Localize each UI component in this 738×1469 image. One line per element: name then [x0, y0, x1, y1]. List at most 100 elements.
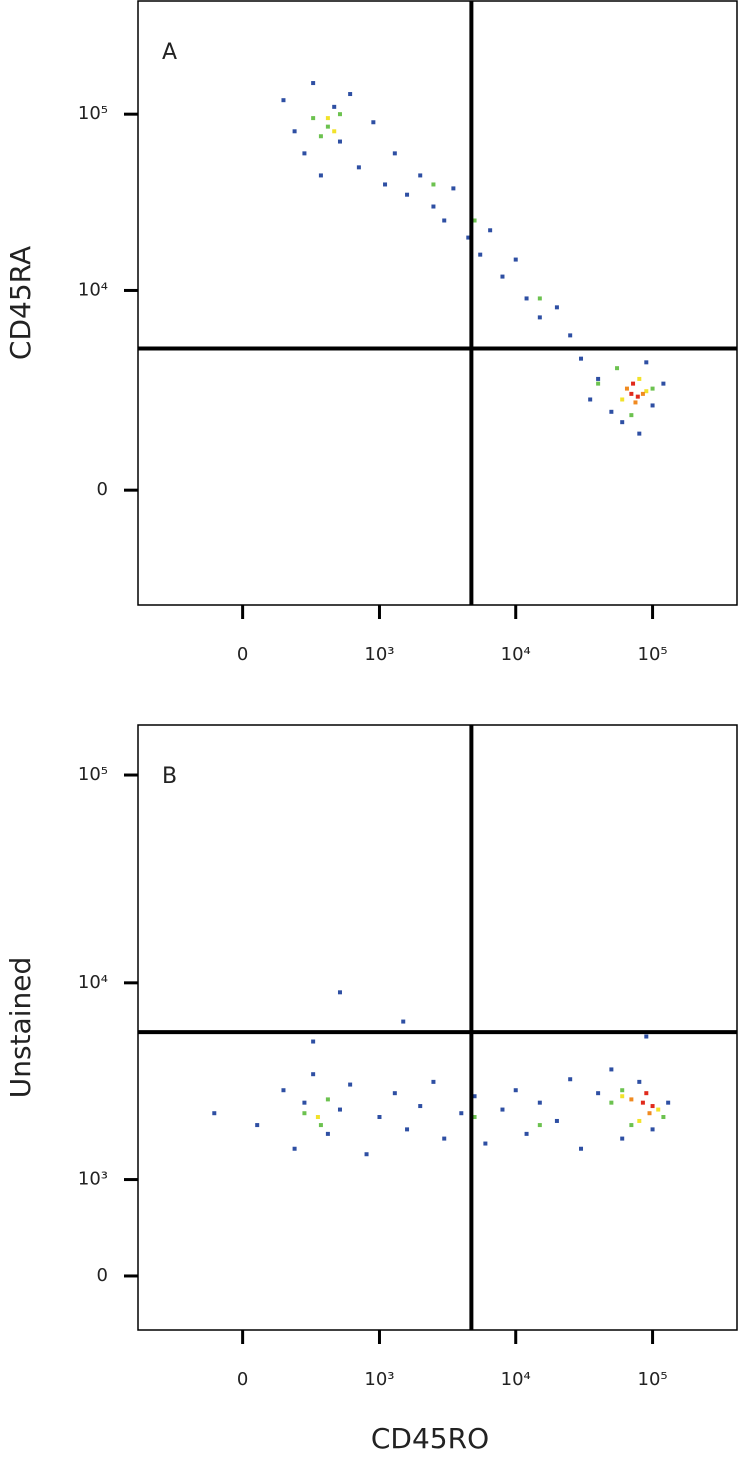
y-tick-label: 10⁴	[78, 972, 108, 993]
point	[472, 1094, 477, 1099]
point	[472, 218, 477, 223]
y-tick-label: 10³	[78, 1169, 108, 1190]
plot-frame	[137, 0, 738, 606]
point	[620, 420, 625, 425]
panel-label: B	[162, 764, 177, 789]
point	[644, 1091, 649, 1096]
y-tick-label: 10⁴	[78, 279, 108, 300]
point	[401, 1019, 406, 1024]
point	[637, 1079, 642, 1084]
point	[302, 1100, 307, 1105]
point	[609, 409, 614, 414]
point	[640, 1100, 645, 1105]
point	[537, 315, 542, 320]
point	[311, 1072, 316, 1077]
point	[629, 391, 634, 396]
point	[637, 376, 642, 381]
point	[255, 1123, 260, 1128]
point	[311, 116, 316, 121]
point	[483, 1141, 488, 1146]
point	[596, 1091, 601, 1096]
x-tick-label: 10⁵	[638, 644, 668, 665]
point	[488, 228, 493, 233]
point	[644, 1034, 649, 1039]
point	[650, 403, 655, 408]
point	[635, 394, 640, 399]
point	[292, 1146, 297, 1151]
point	[524, 1131, 529, 1136]
point	[537, 1100, 542, 1105]
point	[371, 120, 376, 125]
point	[392, 1091, 397, 1096]
point	[568, 333, 573, 338]
point	[466, 235, 471, 240]
point	[631, 381, 636, 386]
point	[596, 376, 601, 381]
y-axis-title: CD45RA	[4, 246, 37, 360]
point	[418, 173, 423, 178]
point	[442, 218, 447, 223]
point	[609, 1067, 614, 1072]
y-tick-label: 10⁵	[78, 103, 108, 124]
x-tick-label: 10⁴	[501, 644, 531, 665]
point	[554, 1118, 559, 1123]
point	[647, 1111, 652, 1116]
point	[644, 389, 649, 394]
x-tick-label: 10⁴	[501, 1369, 531, 1390]
point	[431, 182, 436, 187]
point	[318, 173, 323, 178]
point	[588, 397, 593, 402]
point	[292, 129, 297, 134]
point	[620, 1088, 625, 1093]
point	[640, 391, 645, 396]
point	[405, 1127, 410, 1132]
point	[596, 381, 601, 386]
point	[478, 252, 483, 257]
point	[318, 1123, 323, 1128]
point	[318, 134, 323, 139]
point	[337, 990, 342, 995]
plot-frame	[137, 724, 738, 1331]
point	[332, 104, 337, 109]
point	[392, 151, 397, 156]
point	[315, 1115, 320, 1120]
point	[661, 1115, 666, 1120]
point	[620, 1136, 625, 1141]
point	[337, 139, 342, 144]
point	[302, 151, 307, 156]
point	[500, 1107, 505, 1112]
point	[418, 1104, 423, 1109]
point	[629, 1123, 634, 1128]
point	[650, 386, 655, 391]
point	[311, 1039, 316, 1044]
point	[472, 1115, 477, 1120]
point	[624, 386, 629, 391]
point	[459, 1111, 464, 1116]
point	[554, 305, 559, 310]
x-tick-label: 10⁵	[638, 1369, 668, 1390]
point	[281, 1088, 286, 1093]
point	[609, 1100, 614, 1105]
x-tick-label: 0	[237, 1369, 248, 1390]
point	[332, 129, 337, 134]
point	[537, 1123, 542, 1128]
y-tick-label: 0	[97, 479, 108, 500]
point	[637, 431, 642, 436]
point	[302, 1111, 307, 1116]
point	[442, 1136, 447, 1141]
point	[579, 356, 584, 361]
point	[348, 92, 353, 97]
point	[431, 1079, 436, 1084]
point	[348, 1082, 353, 1087]
point	[356, 165, 361, 170]
point	[513, 257, 518, 262]
point	[513, 1088, 518, 1093]
point	[500, 274, 505, 279]
point	[656, 1107, 661, 1112]
point	[431, 204, 436, 209]
point	[524, 296, 529, 301]
y-tick-label: 0	[97, 1265, 108, 1286]
y-axis-title: Unstained	[4, 957, 37, 1099]
